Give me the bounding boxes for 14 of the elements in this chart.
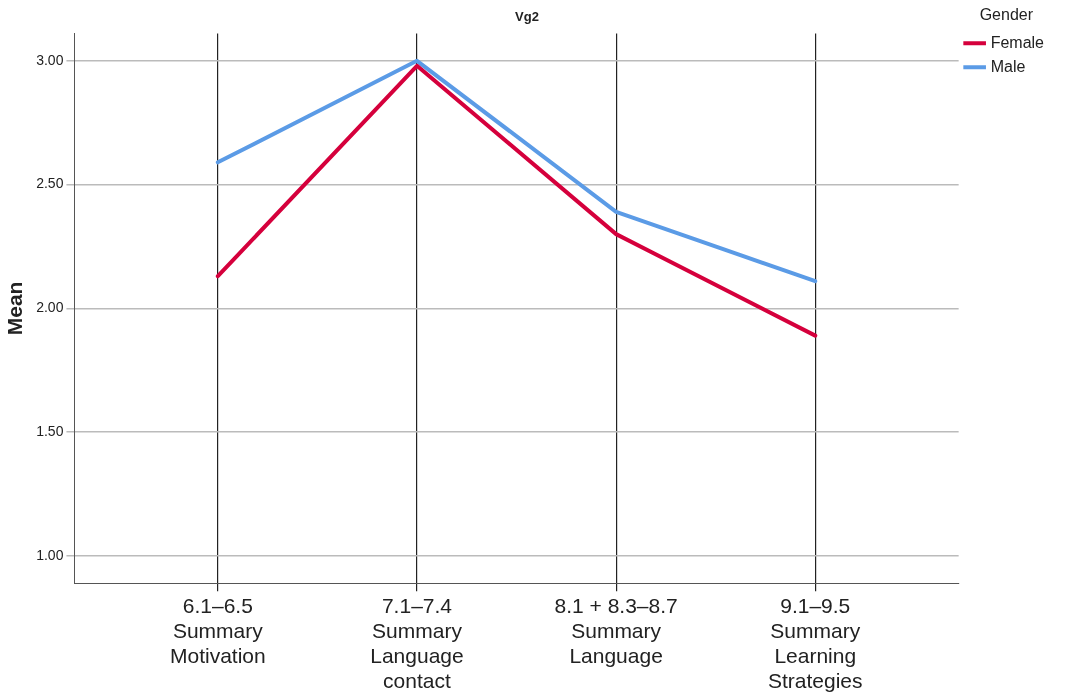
legend-label: Male: [990, 57, 1026, 75]
y-axis-title: Mean: [3, 281, 27, 336]
y-tick-label: 1.00: [36, 546, 64, 563]
x-tick-label: 8.1 + 8.3–8.7 Summary Language: [554, 593, 678, 667]
legend-title: Gender: [979, 6, 1034, 24]
x-tick-label: 6.1–6.5 Summary Motivation: [169, 593, 266, 667]
x-tick-label: 7.1–7.4 Summary Language contact: [370, 593, 464, 693]
y-tick-label: 1.50: [36, 423, 64, 440]
chart-title: Vg2: [515, 9, 539, 25]
y-tick-label: 3.00: [36, 51, 64, 68]
x-tick-label: 9.1–9.5 Summary Learning Strategies: [767, 593, 863, 693]
y-tick-label: 2.50: [36, 175, 64, 192]
legend-label: Female: [990, 33, 1045, 51]
y-tick-label: 2.00: [36, 299, 64, 316]
